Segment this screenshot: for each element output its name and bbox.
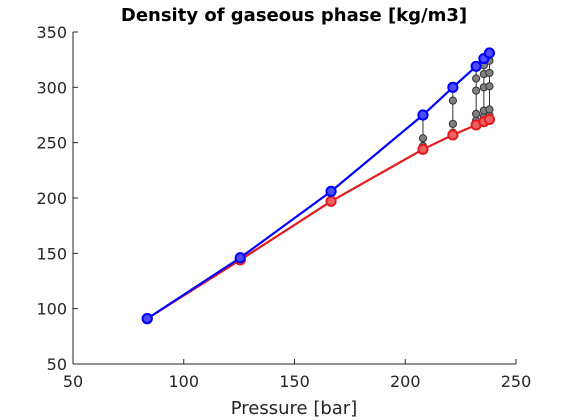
axes [72,31,517,365]
y-tick-label: 350 [36,23,67,42]
y-tick-label: 150 [36,244,67,263]
intermediate-point [418,134,428,143]
series-1-point [470,60,482,72]
series-1-point [325,185,337,197]
series-1-point [483,47,496,59]
y-tick-label: 300 [36,78,67,97]
intermediate-point [448,96,457,105]
y-tick-label: 50 [47,355,67,374]
intermediate-point [472,86,481,95]
chart-title: Density of gaseous phase [kg/m3] [121,5,467,26]
intermediate-point [485,68,494,78]
series-2-point [447,129,459,141]
y-tick-labels: 50 100 150 200 250 300 350 [36,23,67,374]
series-2-point [325,195,337,207]
y-tick-label: 200 [36,189,67,208]
series-1-point [234,252,246,264]
x-axis-title: Pressure [bar] [231,398,357,419]
series-2-point [483,113,496,126]
intermediate-point [448,119,457,128]
x-tick-label: 150 [279,372,310,391]
plot-background [73,32,516,364]
series-1-point [417,109,429,121]
intermediate-point [485,105,494,114]
x-tick-label: 100 [168,372,199,391]
intermediate-point [472,74,481,83]
intermediate-point [485,82,494,91]
plot-area [73,32,516,364]
x-tick-label: 250 [501,372,532,391]
x-tick-label: 200 [390,372,421,391]
x-tick-labels: 50 100 150 200 250 [63,372,531,391]
series-1-point [447,81,459,93]
y-tick-label: 250 [36,134,67,153]
x-tick-label: 50 [63,372,83,391]
y-tick-label: 100 [36,300,67,319]
series-1-point [141,313,153,325]
intermediate-point [472,109,481,118]
series-2-point [417,143,429,155]
